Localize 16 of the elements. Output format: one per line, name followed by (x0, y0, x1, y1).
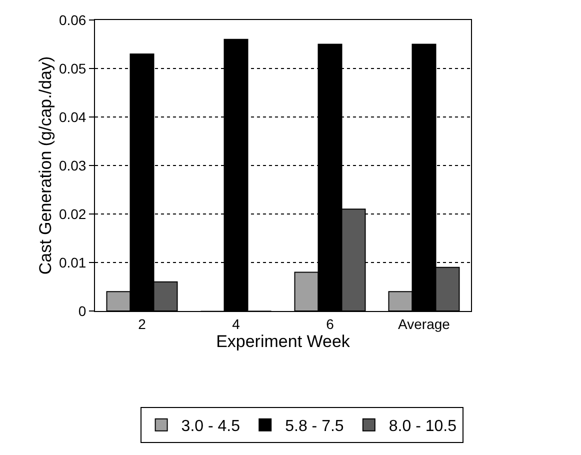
y-tick-label: 0.02 (58, 206, 86, 222)
legend-label: 3.0 - 4.5 (181, 418, 240, 436)
y-tick-label: 0 (78, 302, 86, 319)
y-tick-label: 0.01 (58, 254, 86, 270)
x-tick-label: Average (398, 316, 450, 332)
x-axis-title: Experiment Week (216, 332, 350, 352)
y-tick-label: 0.03 (58, 157, 86, 174)
y-axis-title: Cast Generation (g/cap./day) (36, 56, 55, 275)
y-tick-label: 0.06 (58, 12, 86, 28)
x-tick-label: 6 (326, 316, 334, 332)
y-tick-label: 0.05 (58, 60, 86, 76)
y-tick-label: 0.04 (58, 108, 86, 125)
legend-label: 5.8 - 7.5 (285, 418, 344, 436)
legend-label: 8.0 - 10.5 (388, 418, 457, 436)
x-tick-label: 2 (138, 316, 146, 332)
x-tick-label: 4 (232, 316, 240, 332)
